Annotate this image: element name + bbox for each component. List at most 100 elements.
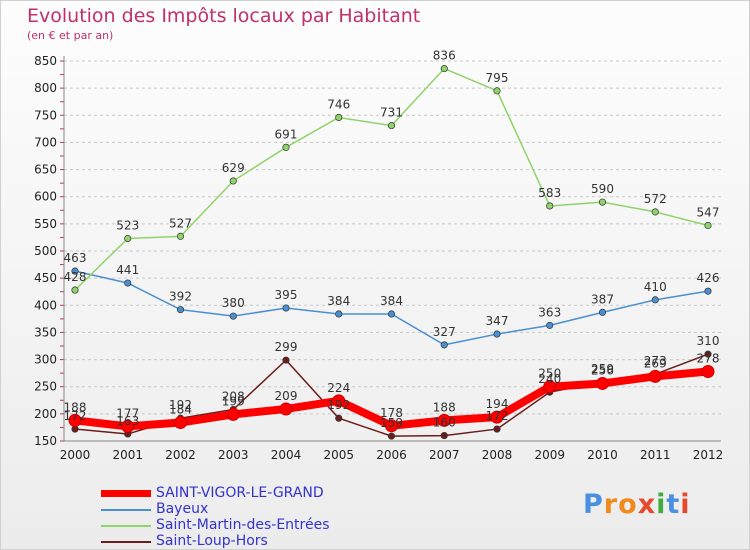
point-saint-martin-des-entr-es-2011	[651, 208, 659, 216]
chart-title: Evolution des Impôts locaux par Habitant	[27, 5, 421, 27]
point-bayeux-2009	[546, 321, 554, 329]
y-tick-700: 700	[34, 135, 57, 149]
point-saint-martin-des-entr-es-2010	[598, 198, 607, 206]
point-saint-martin-des-entr-es-2008	[493, 87, 501, 95]
data-label-bayeux-2011: 410	[644, 280, 667, 294]
x-tick-2004: 2004	[271, 448, 302, 462]
data-label-bayeux-2012: 426	[697, 271, 720, 285]
data-label-saint-loup-hors-2005: 192	[327, 398, 350, 412]
data-label-bayeux-2007: 327	[433, 325, 456, 339]
data-label-bayeux-2003: 380	[222, 296, 245, 310]
point-bayeux-2007	[440, 341, 448, 349]
point-saint-martin-des-entr-es-2004	[282, 143, 290, 151]
y-tick-650: 650	[34, 163, 57, 177]
data-label-saint-vigor-le-grand-2004: 209	[275, 389, 298, 403]
data-label-saint-loup-hors-2010: 259	[591, 362, 614, 376]
logo-letter: r	[603, 489, 619, 520]
x-tick-2011: 2011	[640, 448, 671, 462]
y-tick-200: 200	[34, 407, 57, 421]
data-label-bayeux-2005: 384	[327, 294, 350, 308]
data-label-bayeux-2000: 463	[64, 251, 87, 265]
legend-item-saint-loup: Saint-Loup-Hors	[101, 533, 401, 549]
data-label-saint-loup-hors-2002: 192	[169, 398, 192, 412]
point-saint-vigor-le-grand-2006	[385, 419, 398, 433]
point-saint-martin-des-entr-es-2006	[387, 122, 396, 130]
point-saint-vigor-le-grand-2005	[332, 394, 346, 408]
data-label-bayeux-2006: 384	[380, 294, 403, 308]
data-label-saint-martin-des-entr-es-2005: 746	[327, 97, 350, 111]
point-bayeux-2004	[282, 304, 290, 312]
point-bayeux-2003	[229, 312, 237, 320]
y-tick-labels: 150 200 250 300 350 400 450 500 550 600 650 700 750 8…	[34, 54, 57, 448]
point-saint-martin-des-entr-es-2005	[335, 113, 343, 122]
x-tick-2000: 2000	[60, 448, 91, 462]
point-saint-vigor-le-grand-2002	[174, 416, 187, 430]
data-label-saint-loup-hors-2007: 160	[433, 416, 456, 430]
data-labels: 172 163 192 208 299 192 159 160 172 240 259 273 310 4…	[64, 49, 720, 431]
point-bayeux-2005	[335, 310, 343, 318]
data-label-saint-martin-des-entr-es-2000: 428	[64, 270, 87, 284]
data-label-saint-martin-des-entr-es-2001: 523	[116, 219, 139, 233]
legend-label-saint-loup: Saint-Loup-Hors	[156, 533, 268, 549]
y-tick-400: 400	[34, 298, 57, 312]
x-tick-2008: 2008	[482, 448, 513, 462]
y-tick-500: 500	[34, 244, 57, 258]
legend-swatch-saint-loup	[101, 541, 151, 543]
data-label-saint-martin-des-entr-es-2012: 547	[697, 205, 720, 219]
series-group	[68, 65, 715, 440]
data-label-saint-loup-hors-2008: 172	[486, 409, 509, 423]
point-saint-loup-hors-2007	[440, 432, 448, 440]
chart-subtitle: (en € et par an)	[27, 29, 114, 42]
x-tick-2003: 2003	[218, 448, 249, 462]
data-label-bayeux-2004: 395	[275, 288, 298, 302]
point-saint-martin-des-entr-es-2012	[704, 221, 712, 230]
x-tick-2009: 2009	[534, 448, 565, 462]
logo-letter: o	[618, 489, 638, 520]
data-label-saint-vigor-le-grand-2001: 177	[116, 406, 139, 420]
y-tick-150: 150	[34, 434, 57, 448]
legend-label-bayeux: Bayeux	[156, 501, 209, 517]
y-tick-600: 600	[34, 190, 57, 204]
point-saint-loup-hors-2006	[387, 432, 396, 440]
point-bayeux-2006	[387, 310, 396, 318]
data-label-saint-loup-hors-2000: 172	[64, 409, 87, 423]
point-bayeux-2011	[651, 296, 659, 304]
point-saint-loup-hors-2005	[335, 414, 343, 422]
data-label-saint-loup-hors-2006: 159	[380, 416, 403, 430]
logo-letter: i	[680, 489, 691, 520]
point-bayeux-2000	[71, 267, 79, 275]
y-tick-350: 350	[34, 325, 57, 339]
x-tick-2012: 2012	[693, 448, 724, 462]
point-saint-vigor-le-grand-2000	[68, 413, 82, 427]
data-label-saint-martin-des-entr-es-2002: 527	[169, 216, 192, 230]
point-saint-vigor-le-grand-2003	[226, 407, 240, 421]
data-label-bayeux-2010: 387	[591, 292, 614, 306]
point-saint-vigor-le-grand-2011	[648, 369, 662, 383]
y-tick-450: 450	[34, 271, 57, 285]
legend-label-saint-martin: Saint-Martin-des-Entrées	[156, 517, 330, 533]
point-saint-vigor-le-grand-2008	[490, 410, 504, 424]
data-label-saint-vigor-le-grand-2011: 269	[644, 356, 667, 370]
legend-swatch-saint-vigor	[101, 490, 151, 497]
data-label-saint-martin-des-entr-es-2007: 836	[433, 49, 456, 63]
data-label-bayeux-2008: 347	[486, 314, 509, 328]
point-bayeux-2008	[493, 330, 501, 338]
y-tick-750: 750	[34, 108, 57, 122]
legend-item-saint-vigor: SAINT-VIGOR-LE-GRAND	[101, 485, 401, 501]
x-tick-labels: 2000 2001 2002 2003 2004 2005 2006 2007 2008 2009…	[60, 448, 724, 462]
point-bayeux-2012	[704, 287, 712, 295]
x-tick-2006: 2006	[376, 448, 407, 462]
y-tick-250: 250	[34, 380, 57, 394]
point-saint-loup-hors-2004	[282, 356, 290, 364]
series-line-saint-martin-des-entr-es	[74, 67, 709, 291]
data-label-saint-loup-hors-2012: 310	[697, 334, 720, 348]
x-tick-2001: 2001	[112, 448, 143, 462]
data-label-saint-loup-hors-2003: 208	[222, 390, 245, 404]
logo-letter: P	[583, 489, 604, 520]
series-line-bayeux	[74, 270, 709, 346]
data-label-saint-loup-hors-2009: 240	[538, 372, 561, 386]
data-label-bayeux-2009: 363	[538, 305, 561, 319]
proxiti-logo: Proxiti	[583, 489, 691, 520]
